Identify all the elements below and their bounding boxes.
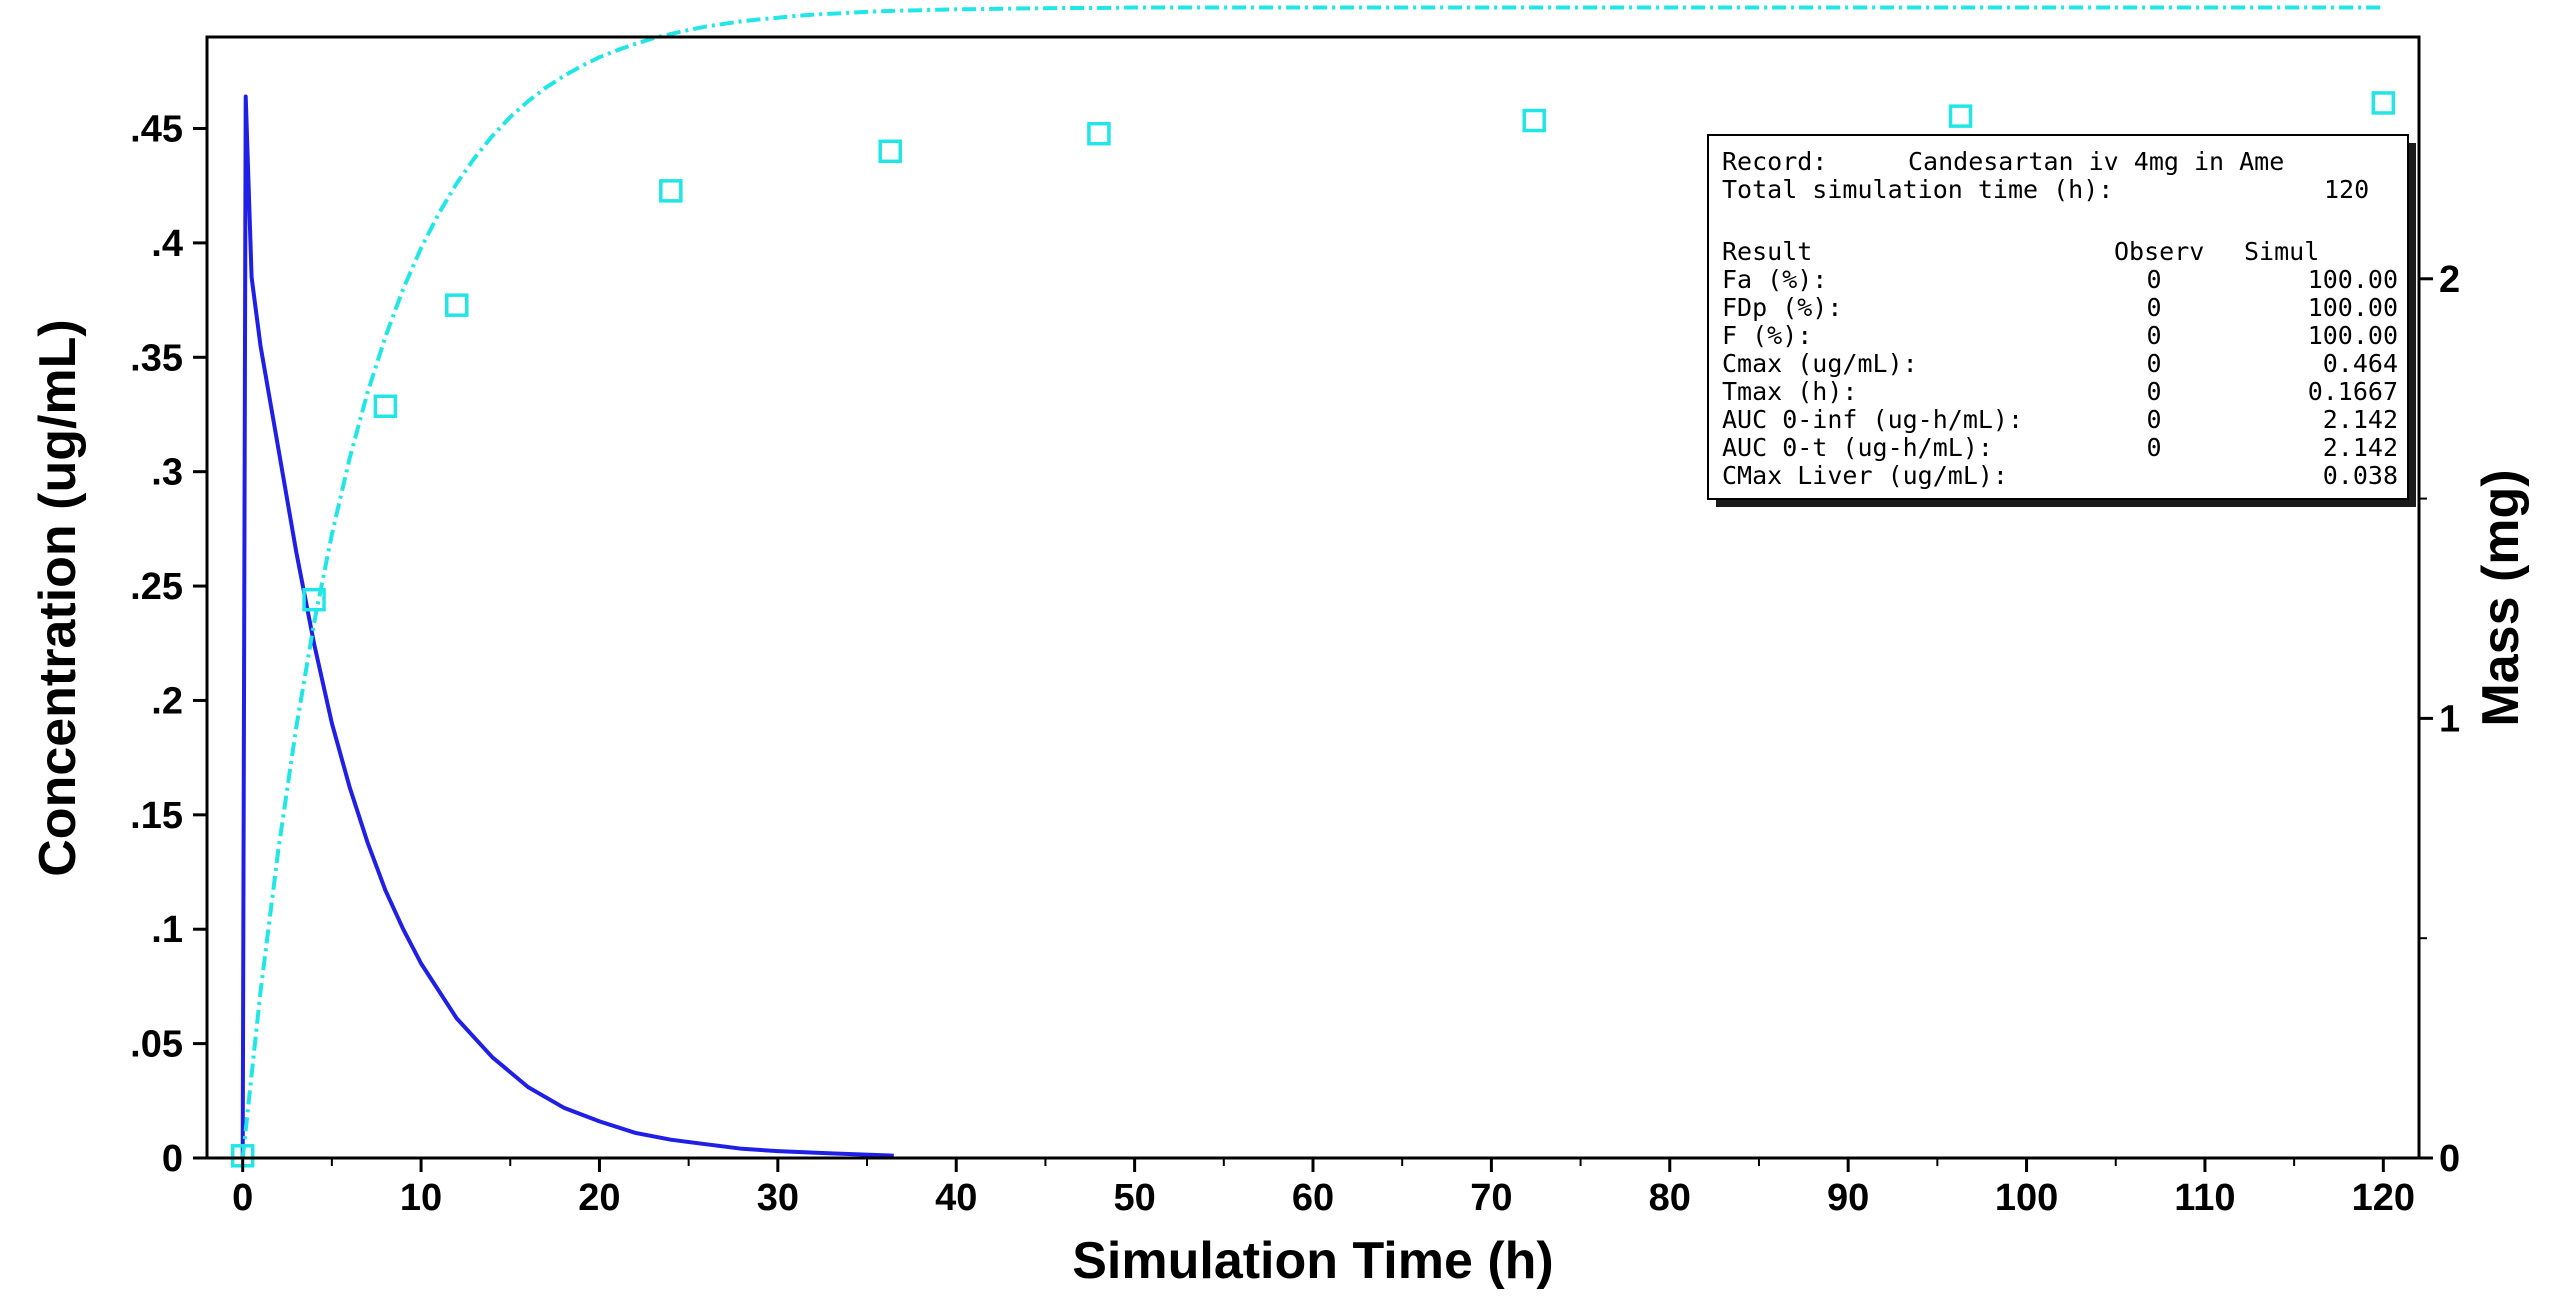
row-simul: 100.00 bbox=[2308, 321, 2398, 350]
row-observ: 0 bbox=[2146, 265, 2161, 294]
row-result: Tmax (h): bbox=[1722, 377, 1857, 406]
y-tick-label: .3 bbox=[151, 452, 183, 494]
row-observ: 0 bbox=[2146, 293, 2161, 322]
row-observ: 0 bbox=[2146, 349, 2161, 378]
observed-point bbox=[373, 394, 398, 419]
row-result: AUC 0-t (ug-h/mL): bbox=[1722, 433, 1993, 462]
row-simul: 100.00 bbox=[2308, 265, 2398, 294]
y2-tick-label: 2 bbox=[2439, 259, 2460, 301]
observed-point bbox=[1522, 108, 1546, 133]
y-tick-label: .35 bbox=[130, 337, 183, 379]
y-axis-right-title: Mass (mg) bbox=[2472, 469, 2530, 726]
x-axis-title: Simulation Time (h) bbox=[1072, 1232, 1554, 1290]
y-tick-label: 0 bbox=[162, 1138, 183, 1180]
row-observ: 0 bbox=[2146, 321, 2161, 350]
row-result: FDp (%): bbox=[1722, 293, 1842, 322]
y-tick-label: .2 bbox=[151, 680, 183, 722]
observed-point bbox=[659, 179, 683, 203]
x-tick-label: 60 bbox=[1292, 1177, 1334, 1219]
row-simul: 100.00 bbox=[2308, 293, 2398, 322]
x-tick-label: 20 bbox=[578, 1177, 620, 1219]
observed-point bbox=[444, 293, 469, 317]
row-result: F (%): bbox=[1722, 321, 1812, 350]
x-tick-label: 80 bbox=[1649, 1177, 1691, 1219]
mass-line bbox=[240, 5, 2384, 1159]
y-axis-left: 0 .05 .1 .15 .2 .25 .3 .35 .4 .45 bbox=[130, 109, 207, 1180]
row-result: AUC 0-inf (ug-h/mL): bbox=[1722, 405, 2023, 434]
observed-point bbox=[302, 587, 326, 612]
record-label: Record: bbox=[1722, 147, 1827, 176]
observed-point bbox=[1087, 121, 1111, 146]
y-axis-right: 0 1 2 bbox=[2419, 259, 2460, 1180]
observed-point bbox=[2371, 91, 2396, 115]
row-observ: 0 bbox=[2146, 433, 2161, 462]
row-simul: 0.464 bbox=[2323, 349, 2398, 378]
info-box-panel bbox=[1707, 134, 2409, 500]
x-tick-label: 30 bbox=[757, 1177, 799, 1219]
x-axis: 0 10 20 30 40 50 60 70 80 90 100 110 120 bbox=[232, 1158, 2415, 1219]
x-tick-label: 50 bbox=[1113, 1177, 1155, 1219]
y-tick-label: .05 bbox=[130, 1024, 183, 1066]
y-axis-left-title: Concentration (ug/mL) bbox=[29, 319, 87, 877]
series-layer bbox=[230, 5, 2396, 1168]
record-value: Candesartan iv 4mg in Ame bbox=[1908, 147, 2284, 176]
y2-tick-label: 1 bbox=[2439, 698, 2460, 740]
row-simul: 2.142 bbox=[2323, 433, 2398, 462]
header-simul: Simul bbox=[2244, 237, 2319, 266]
total-sim-label: Total simulation time (h): bbox=[1722, 175, 2113, 204]
x-tick-label: 0 bbox=[232, 1177, 253, 1219]
observed-point bbox=[1948, 104, 1973, 128]
row-result: CMax Liver (ug/mL): bbox=[1722, 461, 2008, 490]
row-observ: 0 bbox=[2146, 405, 2161, 434]
header-result: Result bbox=[1722, 237, 1812, 266]
x-tick-label: 70 bbox=[1470, 1177, 1512, 1219]
row-simul: 0.038 bbox=[2323, 461, 2398, 490]
total-sim-value: 120 bbox=[2324, 175, 2369, 204]
y-tick-label: .25 bbox=[130, 566, 183, 608]
row-observ: 0 bbox=[2146, 377, 2161, 406]
concentration-line bbox=[240, 94, 894, 1159]
x-tick-label: 90 bbox=[1827, 1177, 1869, 1219]
x-tick-label: 120 bbox=[2352, 1177, 2415, 1219]
x-tick-label: 100 bbox=[1995, 1177, 2058, 1219]
x-tick-label: 10 bbox=[400, 1177, 442, 1219]
observed-point bbox=[878, 139, 902, 164]
header-observ: Observ bbox=[2114, 237, 2204, 266]
row-simul: 2.142 bbox=[2323, 405, 2398, 434]
y-tick-label: .45 bbox=[130, 109, 183, 151]
y-tick-label: .4 bbox=[151, 223, 183, 265]
x-tick-label: 110 bbox=[2174, 1177, 2235, 1219]
row-simul: 0.1667 bbox=[2308, 377, 2398, 406]
y-tick-label: .1 bbox=[151, 909, 183, 951]
y-tick-label: .15 bbox=[130, 795, 183, 837]
row-result: Fa (%): bbox=[1722, 265, 1827, 294]
y2-tick-label: 0 bbox=[2439, 1138, 2460, 1180]
results-info-box: Record: Candesartan iv 4mg in Ame Total … bbox=[1707, 134, 2416, 507]
row-result: Cmax (ug/mL): bbox=[1722, 349, 1918, 378]
x-tick-label: 40 bbox=[935, 1177, 977, 1219]
